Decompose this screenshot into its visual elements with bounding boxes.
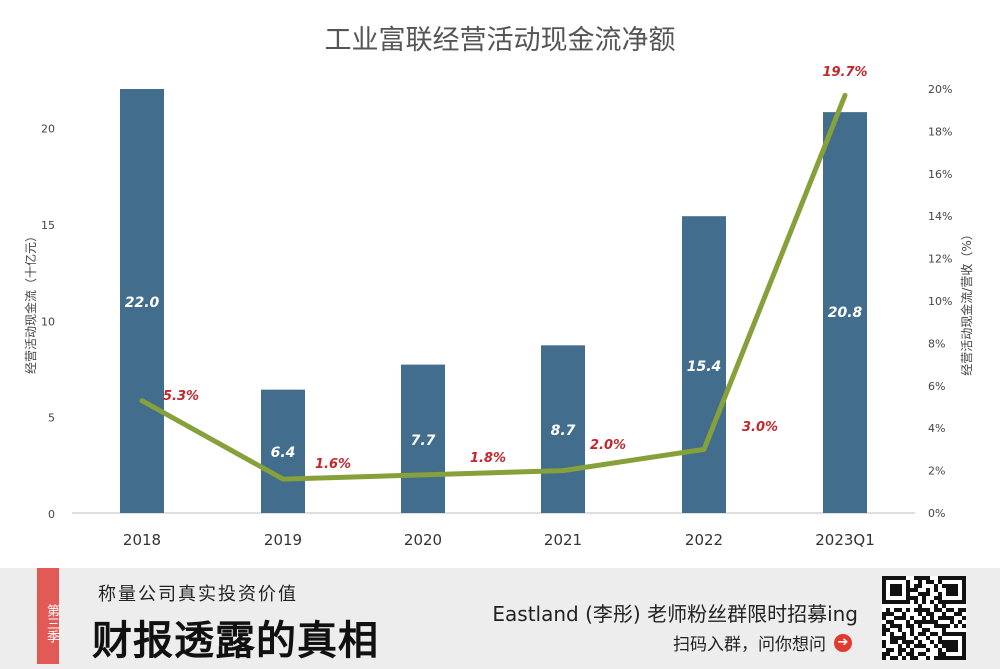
bar-value-label: 8.7	[551, 423, 576, 439]
y-right-tick-label: 14%	[928, 210, 952, 223]
y-right-tick-label: 20%	[928, 83, 952, 96]
y-left-axis-title: 经营活动现金流（十亿元）	[23, 230, 38, 374]
bar-value-label: 15.4	[687, 359, 722, 375]
y-left-tick-label: 10	[41, 315, 55, 328]
bar-value-label: 22.0	[125, 295, 160, 311]
arrow-right-circle-icon[interactable]: ➔	[834, 633, 852, 652]
y-left-tick-label: 5	[48, 412, 55, 425]
line-value-label: 3.0%	[742, 420, 778, 435]
x-tick-label: 2020	[404, 531, 442, 549]
line-value-label: 2.0%	[590, 438, 626, 453]
qr-code-icon[interactable]	[882, 576, 966, 660]
x-tick-label: 2021	[544, 531, 582, 549]
y-right-tick-label: 2%	[928, 465, 945, 478]
footer-tagline: 称量公司真实投资价值	[98, 584, 298, 605]
y-right-tick-label: 10%	[928, 295, 952, 308]
bar-2018	[120, 89, 164, 513]
line-value-label: 5.3%	[163, 389, 199, 404]
line-value-label: 1.6%	[315, 457, 351, 472]
y-right-tick-label: 4%	[928, 422, 945, 435]
y-right-tick-label: 8%	[928, 337, 945, 350]
y-left-tick-label: 20	[41, 123, 55, 136]
bar-2021	[541, 345, 585, 513]
footer-banner: 第三季 称量公司真实投资价值 财报透露的真相 Eastland (李彤) 老师粉…	[0, 568, 1000, 669]
ratio-line	[139, 92, 848, 482]
scan-text: 扫码入群，问你想问	[673, 635, 826, 655]
y-right-tick-label: 16%	[928, 168, 952, 181]
y-right-tick-label: 6%	[928, 380, 945, 393]
bar-value-label: 6.4	[271, 445, 296, 461]
bar-2023Q1	[823, 112, 867, 514]
x-tick-label: 2019	[264, 531, 302, 549]
recruit-text: Eastland (李彤) 老师粉丝群限时招募ing	[492, 602, 858, 626]
x-tick-label: 2022	[685, 531, 723, 549]
bar-value-label: 20.8	[828, 305, 863, 321]
line-value-label: 1.8%	[470, 451, 506, 466]
bar-2022	[682, 216, 726, 513]
show-title: 财报透露的真相	[92, 617, 379, 664]
x-tick-label: 2023Q1	[815, 531, 875, 549]
chart-title: 工业富联经营活动现金流净额	[325, 25, 676, 56]
bar-2020	[401, 364, 445, 513]
season-tab: 第三季	[37, 568, 59, 664]
x-tick-label: 2018	[123, 531, 161, 549]
y-right-tick-label: 18%	[928, 125, 952, 138]
bar-2019	[261, 389, 305, 513]
chart: 工业富联经营活动现金流净额 0 5 10 15 20 0% 2% 4% 6% 8% 10% 12% 14%…	[23, 25, 974, 549]
scan-line: 扫码入群，问你想问 ➔	[673, 630, 852, 655]
y-left-tick-label: 0	[48, 508, 55, 521]
y-right-tick-label: 0%	[928, 507, 945, 520]
bar-value-label: 7.7	[411, 433, 436, 449]
y-right-axis-title: 经营活动现金流/营收（%）	[959, 228, 974, 375]
y-right-tick-label: 12%	[928, 253, 952, 266]
y-left-tick-label: 15	[41, 219, 55, 232]
line-value-label: 19.7%	[822, 65, 867, 80]
